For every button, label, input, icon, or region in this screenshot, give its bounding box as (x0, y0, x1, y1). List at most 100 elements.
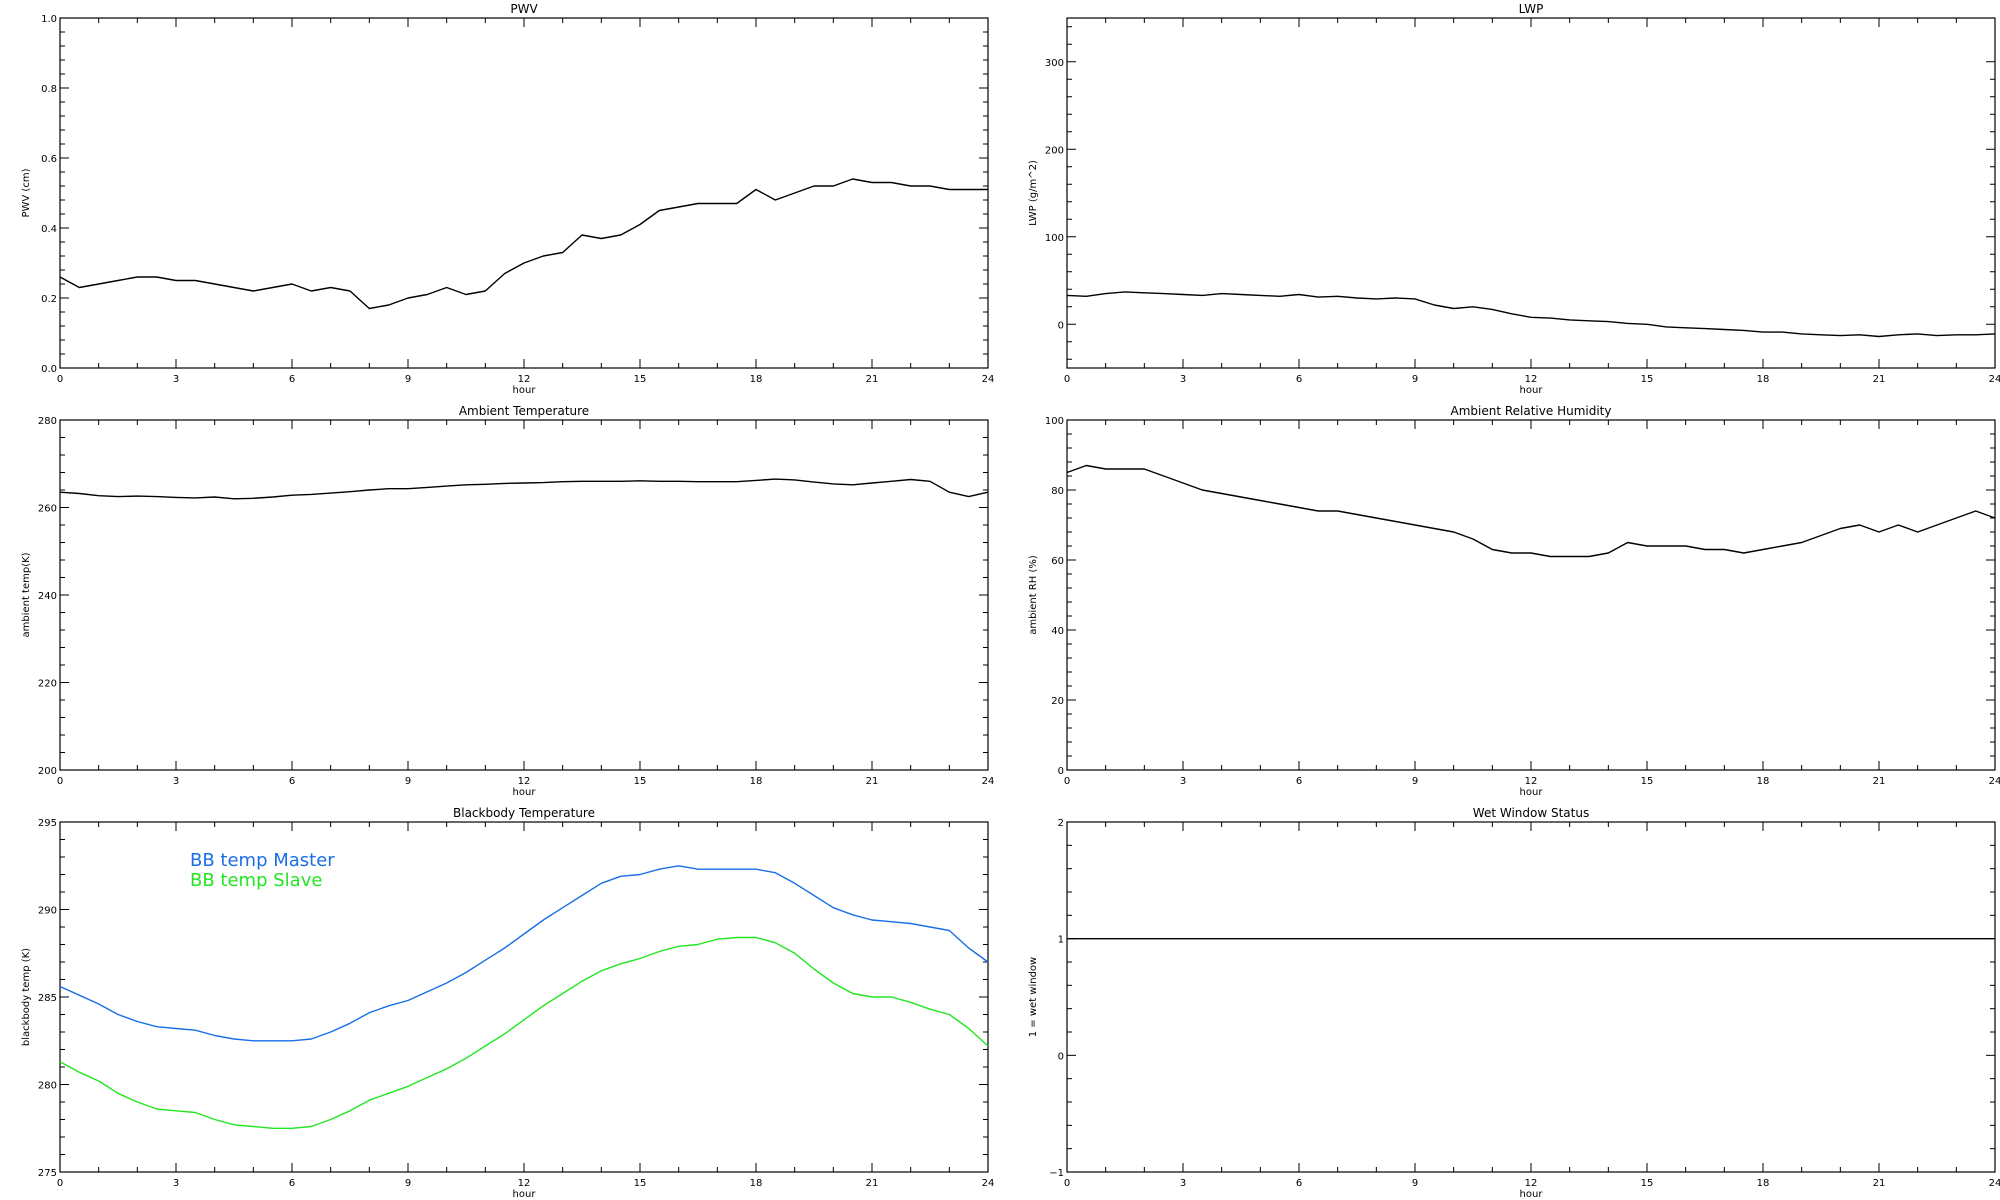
x-tick-label: 0 (1064, 776, 1070, 787)
y-axis-label: LWP (g/m^2) (1028, 160, 1039, 226)
x-tick-label: 9 (405, 1178, 411, 1189)
x-tick-label: 3 (173, 776, 179, 787)
y-tick-label: 1 (1058, 935, 1064, 946)
x-tick-label: 18 (750, 374, 763, 385)
chart-panel-2: LWP 0 3 6 9 12 15 18 21 24 hour 0 100 200 300 LWP (g/m^… (1028, 2, 2000, 396)
y-axis-label: 1 = wet window (1028, 957, 1039, 1037)
legend-entry: BB temp Master (190, 850, 335, 871)
y-tick-label: 280 (38, 416, 57, 427)
y-tick-label: 280 (38, 1081, 57, 1092)
x-tick-label: 0 (1064, 374, 1070, 385)
y-tick-label: 2 (1058, 818, 1064, 829)
x-tick-label: 24 (1989, 776, 2000, 787)
y-tick-label: 0.6 (41, 154, 57, 165)
y-tick-label: 100 (1045, 416, 1064, 427)
y-tick-label: 20 (1051, 696, 1064, 707)
x-tick-label: 9 (1412, 1178, 1418, 1189)
x-tick-label: 9 (405, 776, 411, 787)
x-tick-label: 0 (1064, 1178, 1070, 1189)
chart-panel-1: PWV 0 3 6 9 12 15 18 21 24 hour 0.0 0.2 0.4 0.6 0.8 1.0 P… (21, 2, 994, 396)
x-tick-label: 24 (1989, 374, 2000, 385)
chart-title: PWV (510, 2, 538, 16)
x-tick-label: 24 (982, 1178, 995, 1189)
y-tick-label: 300 (1045, 58, 1064, 69)
plot-frame (1066, 821, 1996, 1173)
x-tick-label: 21 (866, 1178, 879, 1189)
y-tick-label: 40 (1051, 626, 1064, 637)
chart-title: Ambient Relative Humidity (1451, 404, 1612, 418)
y-tick-label: 240 (38, 591, 57, 602)
x-axis-label: hour (513, 1189, 537, 1200)
legend-entry: BB temp Slave (190, 870, 322, 891)
series-line-1 (59, 478, 989, 500)
plot-frame (59, 419, 989, 771)
y-tick-label: 0.4 (41, 224, 57, 235)
x-tick-label: 12 (518, 1178, 531, 1189)
y-tick-label: 295 (38, 818, 57, 829)
x-tick-label: 12 (518, 374, 531, 385)
chart-panel-3: Ambient Temperature 0 3 6 9 12 15 18 21 24 hour 200… (21, 404, 994, 798)
x-tick-label: 0 (57, 374, 63, 385)
y-tick-label: 0.2 (41, 294, 57, 305)
y-axis-label: ambient temp(K) (21, 552, 32, 637)
plot-frame (1066, 17, 1996, 369)
y-tick-label: 1.0 (41, 14, 57, 25)
chart-title: LWP (1519, 2, 1544, 16)
x-tick-label: 24 (1989, 1178, 2000, 1189)
x-tick-label: 18 (750, 1178, 763, 1189)
y-axis-label: ambient RH (%) (1028, 555, 1039, 635)
y-axis-label: PWV (cm) (21, 168, 32, 217)
x-axis-label: hour (1520, 385, 1544, 396)
x-tick-label: 24 (982, 776, 995, 787)
chart-panel-4: Ambient Relative Humidity 0 3 6 9 12 15 18 21 24 h… (1028, 404, 2000, 798)
y-tick-label: 220 (38, 679, 57, 690)
plot-frame (59, 17, 989, 369)
y-tick-label: 0 (1058, 1051, 1064, 1062)
x-tick-label: 24 (982, 374, 995, 385)
x-tick-label: 18 (750, 776, 763, 787)
x-axis-label: hour (1520, 1189, 1544, 1200)
y-tick-label: 0 (1058, 766, 1064, 777)
x-tick-label: 21 (866, 374, 879, 385)
x-tick-label: 15 (634, 1178, 647, 1189)
x-tick-label: 21 (1873, 374, 1886, 385)
x-tick-label: 3 (1180, 374, 1186, 385)
y-tick-label: 0.8 (41, 84, 57, 95)
chart-title: Ambient Temperature (459, 404, 589, 418)
series-line-1 (1066, 464, 1996, 558)
x-tick-label: 6 (1296, 1178, 1302, 1189)
x-tick-label: 21 (1873, 776, 1886, 787)
chart-title: Wet Window Status (1473, 806, 1589, 820)
chart-panel-5: Blackbody Temperature 0 3 6 9 12 15 18 21 24 hour 2… (21, 806, 994, 1200)
x-tick-label: 18 (1757, 1178, 1770, 1189)
x-axis-label: hour (513, 787, 537, 798)
x-tick-label: 9 (405, 374, 411, 385)
x-tick-label: 3 (173, 374, 179, 385)
y-tick-label: 200 (1045, 145, 1064, 156)
y-tick-label: 285 (38, 993, 57, 1004)
x-tick-label: 0 (57, 1178, 63, 1189)
x-tick-label: 6 (289, 776, 295, 787)
y-tick-label: −1 (1049, 1168, 1064, 1179)
x-tick-label: 12 (1525, 776, 1538, 787)
y-tick-label: 100 (1045, 233, 1064, 244)
y-axis-label: blackbody temp (K) (21, 948, 32, 1046)
x-tick-label: 9 (1412, 374, 1418, 385)
x-tick-label: 15 (1641, 1178, 1654, 1189)
x-tick-label: 18 (1757, 776, 1770, 787)
x-tick-label: 6 (1296, 374, 1302, 385)
x-tick-label: 18 (1757, 374, 1770, 385)
y-tick-label: 80 (1051, 486, 1064, 497)
x-tick-label: 15 (634, 374, 647, 385)
x-tick-label: 3 (1180, 776, 1186, 787)
x-tick-label: 21 (866, 776, 879, 787)
y-tick-label: 290 (38, 906, 57, 917)
x-tick-label: 12 (1525, 374, 1538, 385)
y-tick-label: 0 (1058, 320, 1064, 331)
y-tick-label: 200 (38, 766, 57, 777)
x-tick-label: 12 (1525, 1178, 1538, 1189)
series-line-2 (59, 936, 989, 1130)
x-tick-label: 15 (1641, 374, 1654, 385)
y-tick-label: 0.0 (41, 364, 57, 375)
